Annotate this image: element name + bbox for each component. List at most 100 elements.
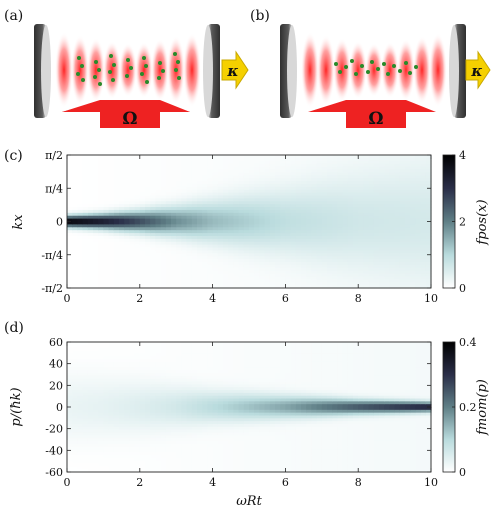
d-cell: [238, 449, 245, 453]
c-cell: [119, 204, 125, 208]
d-cell: [98, 342, 104, 346]
c-cell: [342, 247, 349, 252]
d-cell: [160, 455, 167, 459]
c-cell: [160, 201, 167, 205]
c-cell: [160, 181, 167, 185]
d-cell: [103, 407, 110, 411]
c-cell: [228, 253, 234, 257]
c-cell: [217, 218, 224, 223]
c-cell: [217, 259, 224, 263]
c-cell: [269, 172, 276, 176]
c-cell: [150, 224, 156, 228]
d-cell: [124, 364, 130, 369]
c-cell: [223, 207, 229, 211]
c-cell: [67, 183, 73, 188]
c-cell: [410, 218, 416, 223]
d-cell: [72, 435, 78, 439]
d-cell: [77, 421, 84, 425]
c-cell: [139, 160, 146, 165]
d-cell: [119, 407, 125, 411]
c-cell: [290, 279, 297, 283]
c-cell: [186, 207, 193, 211]
d-cell: [72, 387, 78, 391]
c-cell: [316, 261, 323, 266]
c-cell: [98, 201, 104, 205]
c-cell: [77, 172, 84, 176]
c-cell: [306, 238, 312, 243]
d-cell: [72, 344, 78, 349]
c-cell: [217, 285, 224, 289]
c-cell: [207, 157, 214, 162]
c-cell: [249, 235, 255, 240]
d-cell: [223, 347, 229, 352]
c-cell: [249, 230, 255, 234]
c-cell: [275, 238, 281, 243]
c-cell: [186, 204, 193, 208]
c-cell: [113, 201, 120, 205]
d-cell: [233, 415, 240, 419]
d-cell: [139, 452, 146, 456]
c-cell: [415, 227, 422, 231]
d-cell: [207, 347, 214, 352]
c-cell: [223, 279, 229, 283]
c-cell: [353, 175, 359, 179]
c-cell: [103, 155, 110, 159]
c-cell: [399, 155, 406, 159]
d-cell: [67, 370, 73, 374]
c-cell: [316, 175, 323, 179]
c-cell: [353, 198, 359, 202]
d-cell: [176, 466, 182, 470]
c-cell: [207, 244, 214, 249]
d-cell: [176, 367, 182, 371]
d-cell: [186, 361, 193, 366]
d-cell: [93, 449, 99, 453]
c-cell: [181, 230, 188, 234]
d-cell: [98, 373, 104, 377]
c-cell: [353, 155, 359, 159]
c-cell: [67, 247, 73, 252]
d-cell: [87, 395, 94, 400]
c-cell: [202, 267, 208, 272]
c-cell: [82, 201, 89, 205]
c-cell: [254, 261, 260, 266]
c-cell: [259, 157, 266, 162]
c-cell: [363, 166, 370, 171]
c-cell: [425, 224, 432, 228]
c-cell: [113, 166, 120, 171]
d-cell: [98, 463, 104, 467]
c-cell: [363, 155, 370, 159]
c-cell: [420, 192, 427, 197]
d-cell: [145, 460, 151, 465]
c-cell: [67, 207, 73, 211]
c-cell: [280, 227, 286, 231]
c-cell: [384, 178, 390, 182]
d-cell: [186, 412, 193, 417]
c-cell: [301, 285, 307, 289]
c-cell: [316, 215, 323, 220]
c-cell: [93, 169, 99, 173]
c-cell: [290, 169, 297, 173]
c-cell: [243, 256, 250, 260]
c-cell: [171, 212, 177, 217]
c-cell: [275, 276, 281, 280]
c-cell: [202, 178, 208, 182]
c-cell: [379, 285, 385, 289]
c-cell: [306, 267, 312, 272]
d-cell: [98, 367, 104, 371]
c-cell: [399, 198, 406, 202]
c-cell: [150, 244, 156, 249]
c-cell: [181, 186, 188, 191]
c-cell: [155, 204, 162, 208]
c-cell: [165, 247, 172, 252]
c-cell: [113, 221, 120, 225]
c-cell: [207, 267, 214, 272]
d-cell: [129, 409, 136, 414]
c-cell: [87, 166, 94, 171]
c-cell: [113, 172, 120, 176]
d-cell: [108, 443, 115, 448]
c-cell: [311, 215, 318, 220]
d-cell: [139, 350, 146, 354]
c-cell: [259, 227, 266, 231]
c-cell: [171, 181, 177, 185]
c-cell: [87, 238, 94, 243]
